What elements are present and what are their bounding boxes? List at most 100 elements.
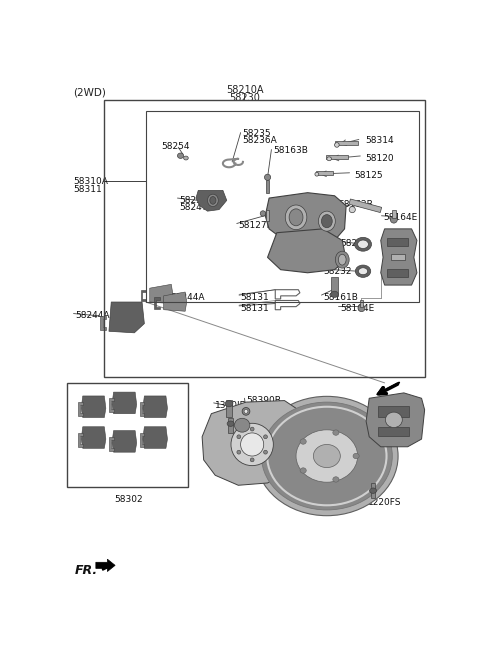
Polygon shape <box>366 393 425 447</box>
Ellipse shape <box>264 174 271 180</box>
Text: 58247: 58247 <box>179 203 207 213</box>
Polygon shape <box>143 427 168 448</box>
Polygon shape <box>78 402 83 416</box>
Bar <box>378 427 409 436</box>
Polygon shape <box>140 433 144 447</box>
Text: 58244A: 58244A <box>75 311 109 320</box>
Text: 58390C: 58390C <box>246 405 281 413</box>
Text: 58302: 58302 <box>115 495 143 504</box>
Ellipse shape <box>237 435 241 439</box>
Polygon shape <box>112 392 137 414</box>
Bar <box>387 238 408 246</box>
Bar <box>349 199 382 213</box>
Ellipse shape <box>264 450 267 454</box>
Ellipse shape <box>178 153 184 158</box>
Text: 58163B: 58163B <box>273 146 308 155</box>
Text: 1360JD: 1360JD <box>215 401 248 409</box>
Text: 58131: 58131 <box>240 304 269 312</box>
Text: 58127B: 58127B <box>238 221 273 230</box>
Bar <box>227 400 232 417</box>
Ellipse shape <box>225 401 233 407</box>
Ellipse shape <box>300 468 306 473</box>
Ellipse shape <box>370 488 376 493</box>
Text: 58131: 58131 <box>240 293 269 302</box>
Ellipse shape <box>338 255 346 265</box>
Ellipse shape <box>210 197 216 204</box>
Ellipse shape <box>327 157 332 161</box>
Text: 58161B: 58161B <box>323 293 358 302</box>
Text: 1220FS: 1220FS <box>368 499 401 507</box>
Text: 58210A: 58210A <box>226 85 263 95</box>
Polygon shape <box>109 302 144 333</box>
Polygon shape <box>155 297 160 309</box>
Polygon shape <box>143 396 168 417</box>
Text: 58390B: 58390B <box>246 396 281 405</box>
Text: 58230: 58230 <box>229 92 260 102</box>
Ellipse shape <box>390 216 397 223</box>
Polygon shape <box>381 229 417 285</box>
Ellipse shape <box>237 450 241 454</box>
Text: 58236A: 58236A <box>242 136 277 146</box>
Polygon shape <box>78 433 83 447</box>
Bar <box>378 406 409 417</box>
Ellipse shape <box>358 240 369 249</box>
Polygon shape <box>96 559 115 571</box>
Text: 58311: 58311 <box>73 185 102 194</box>
Ellipse shape <box>355 237 372 251</box>
Polygon shape <box>81 427 106 448</box>
Ellipse shape <box>184 156 188 160</box>
Text: 58164E: 58164E <box>340 304 374 312</box>
Text: 58237A: 58237A <box>179 195 214 205</box>
Ellipse shape <box>256 396 398 516</box>
Ellipse shape <box>262 402 392 510</box>
Ellipse shape <box>240 433 264 456</box>
Bar <box>228 417 233 433</box>
Bar <box>266 180 269 194</box>
Bar <box>332 277 337 296</box>
Text: 58120: 58120 <box>365 154 394 163</box>
Ellipse shape <box>318 211 336 231</box>
Text: 58235: 58235 <box>242 129 271 138</box>
Ellipse shape <box>250 458 254 462</box>
Bar <box>371 483 375 499</box>
Polygon shape <box>267 229 346 273</box>
Text: 58411D: 58411D <box>315 441 351 449</box>
Ellipse shape <box>349 207 355 213</box>
Polygon shape <box>164 292 187 311</box>
Text: 51711: 51711 <box>215 413 244 422</box>
Polygon shape <box>141 290 146 301</box>
Text: 58233: 58233 <box>340 239 369 248</box>
Polygon shape <box>81 396 106 417</box>
Polygon shape <box>109 398 114 412</box>
Ellipse shape <box>353 453 359 459</box>
Ellipse shape <box>231 423 273 466</box>
Ellipse shape <box>264 435 267 439</box>
Ellipse shape <box>250 427 254 431</box>
Text: 58310A: 58310A <box>73 177 108 186</box>
Ellipse shape <box>234 419 250 432</box>
Bar <box>67 383 188 487</box>
Polygon shape <box>202 401 300 485</box>
Ellipse shape <box>296 430 358 482</box>
Polygon shape <box>109 437 114 451</box>
Text: 58244A: 58244A <box>170 293 205 302</box>
Ellipse shape <box>242 407 250 415</box>
Text: 58213: 58213 <box>317 257 346 266</box>
Ellipse shape <box>355 265 371 277</box>
Text: 58314: 58314 <box>365 136 394 146</box>
Text: 58162B: 58162B <box>338 200 373 209</box>
Text: 58125: 58125 <box>354 171 383 180</box>
Ellipse shape <box>385 412 402 428</box>
Ellipse shape <box>313 445 340 468</box>
Ellipse shape <box>244 409 248 413</box>
Polygon shape <box>140 402 144 416</box>
Ellipse shape <box>336 251 349 268</box>
Polygon shape <box>100 316 106 330</box>
Ellipse shape <box>358 305 365 312</box>
Ellipse shape <box>227 421 234 426</box>
Text: 58164E: 58164E <box>383 213 417 222</box>
Polygon shape <box>112 430 137 452</box>
Polygon shape <box>265 193 346 244</box>
Text: FR.: FR. <box>75 564 98 577</box>
Bar <box>387 269 408 277</box>
